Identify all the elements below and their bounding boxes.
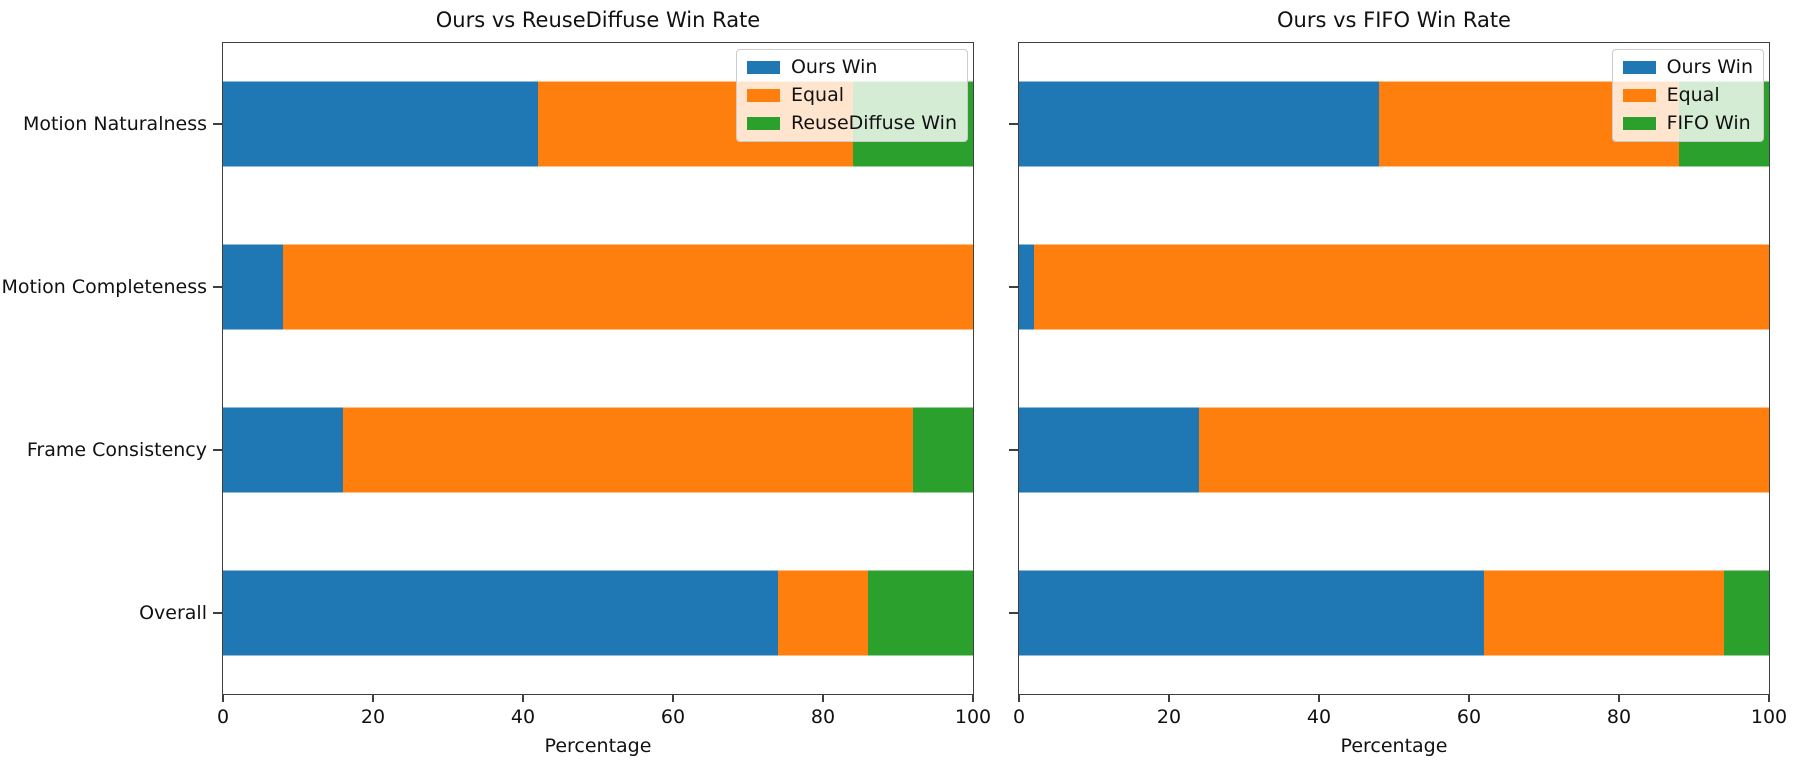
bar-segment-equal [1034,244,1769,330]
bar-segment-ours-win [1019,407,1199,493]
category-label: Motion Completeness [1,276,207,299]
y-tick-mark [1009,123,1019,126]
legend-item: FIFO Win [1622,111,1753,134]
legend-label: Ours Win [790,56,878,78]
x-tick-label: 20 [1156,706,1182,728]
x-tick-mark [1768,694,1770,702]
stacked-bar [1019,570,1769,656]
x-tick-label: 80 [1606,706,1632,728]
y-tick-mark [213,123,223,126]
bar-segment-equal [1199,407,1769,493]
x-tick-label: 40 [510,706,536,728]
legend-swatch-icon [1622,60,1656,74]
bar-segment-reusediffuse-win [868,570,973,656]
legend-item: ReuseDiffuse Win [746,111,957,134]
bar-segment-equal [283,244,973,330]
x-tick-mark [1618,694,1620,702]
bar-segment-equal [1484,570,1724,656]
x-tick-label: 0 [1012,706,1026,728]
bar-segment-ours-win [223,81,538,167]
x-axis-label: Percentage [1340,735,1448,757]
legend-label: FIFO Win [1666,111,1751,134]
x-tick-label: 100 [1750,706,1788,728]
bar-segment-ours-win [1019,570,1484,656]
bar-segment-ours-win [223,570,778,656]
bar-segment-ours-win [1019,81,1379,167]
legend-item: Equal [746,83,957,106]
legend-label: Equal [1666,83,1720,106]
bar-row [1009,369,1769,532]
x-axis-label: Percentage [544,735,652,757]
y-tick-mark [1009,448,1019,451]
x-tick-mark [972,694,974,702]
x-tick-label: 40 [1306,706,1332,728]
legend: Ours Win Equal FIFO Win [1611,49,1764,142]
bar-row: Motion Completeness [1,206,973,369]
x-tick-mark [672,694,674,702]
bar-segment-equal [778,570,868,656]
chart-title: Ours vs ReuseDiffuse Win Rate [435,8,761,32]
category-label: Overall [139,601,207,624]
legend-item: Ours Win [1622,56,1753,78]
chart-panel-reusediffuse: Ours vs ReuseDiffuse Win Rate Motion Nat… [1,0,991,764]
x-tick-label: 60 [1456,706,1482,728]
y-tick-mark [213,611,223,614]
category-label: Frame Consistency [26,438,207,461]
x-tick-mark [222,694,224,702]
x-tick-mark [522,694,524,702]
legend-item: Ours Win [746,56,957,78]
x-tick-label: 100 [954,706,992,728]
x-tick-label: 80 [810,706,836,728]
bar-rows [1009,43,1769,694]
legend-swatch-icon [1622,116,1656,130]
plot-area: 0 20 40 60 80 100 Ours Win Equal FIFO Win [1009,42,1787,728]
bar-row: Overall [139,531,973,694]
legend-swatch-icon [746,60,780,74]
bar-segment-fifo-win [1724,570,1769,656]
x-tick-mark [1168,694,1170,702]
x-tick-mark [372,694,374,702]
bar-row [1009,206,1769,369]
stacked-bar [223,570,973,656]
stacked-bar [223,407,973,493]
bar-segment-ours-win [223,407,343,493]
x-tick-mark [1468,694,1470,702]
x-tick-mark [1318,694,1320,702]
bar-segment-ours-win [223,244,283,330]
bar-row [1009,531,1769,694]
chart-title: Ours vs FIFO Win Rate [1277,8,1511,32]
y-tick-mark [213,448,223,451]
legend-item: Equal [1622,83,1753,106]
x-tick-label: 20 [360,706,386,728]
stacked-bar [1019,407,1769,493]
stacked-bar [1019,244,1769,330]
stacked-bar [223,244,973,330]
y-tick-mark [1009,286,1019,289]
legend-label: ReuseDiffuse Win [790,111,957,134]
legend-label: Equal [790,83,844,106]
legend-label: Ours Win [1666,56,1753,78]
x-tick-label: 0 [216,706,230,728]
plot-area: Motion Naturalness Motion Completeness Fra… [1,42,991,728]
x-tick-label: 60 [660,706,686,728]
x-tick-mark [1018,694,1020,702]
y-tick-mark [213,286,223,289]
legend-swatch-icon [1622,88,1656,102]
bar-row: Frame Consistency [27,369,973,532]
x-tick-mark [822,694,824,702]
chart-panel-fifo: Ours vs FIFO Win Rate 0 20 40 60 80 100 Ours W… [1009,0,1787,764]
bar-segment-reusediffuse-win [913,407,973,493]
legend-swatch-icon [746,116,780,130]
bar-segment-ours-win [1019,244,1034,330]
legend-swatch-icon [746,88,780,102]
bar-segment-equal [343,407,913,493]
category-label: Motion Naturalness [22,113,207,136]
legend: Ours Win Equal ReuseDiffuse Win [735,49,968,142]
y-tick-mark [1009,611,1019,614]
